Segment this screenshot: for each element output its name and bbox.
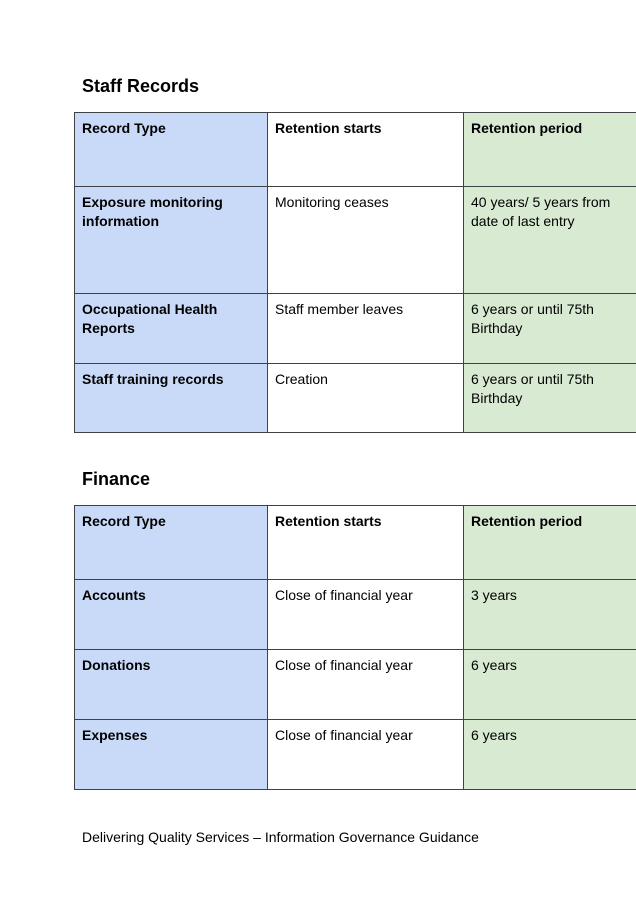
cell-retention-period: 6 years or until 75th Birthday (463, 363, 636, 433)
table-header-row: Record Type Retention starts Retention p… (74, 505, 636, 580)
finance-table: Record Type Retention starts Retention p… (74, 505, 636, 790)
header-retention-starts: Retention starts (267, 112, 464, 187)
section-title-staff-records: Staff Records (82, 76, 200, 96)
cell-retention-starts: Close of financial year (267, 579, 464, 650)
table-row: Donations Close of financial year 6 year… (74, 649, 636, 720)
cell-retention-starts: Close of financial year (267, 649, 464, 720)
cell-retention-starts: Staff member leaves (267, 293, 464, 364)
table-row: Staff training records Creation 6 years … (74, 363, 636, 433)
cell-retention-starts: Creation (267, 363, 464, 433)
table-row: Accounts Close of financial year 3 years (74, 579, 636, 650)
cell-retention-period: 6 years or until 75th Birthday (463, 293, 636, 364)
header-retention-period: Retention period (463, 112, 636, 187)
table-header-row: Record Type Retention starts Retention p… (74, 112, 636, 187)
cell-record-type: Occupational Health Reports (74, 293, 268, 364)
section-title-finance: Finance (82, 469, 151, 489)
cell-retention-period: 3 years (463, 579, 636, 650)
header-record-type: Record Type (74, 112, 268, 187)
cell-retention-starts: Close of financial year (267, 719, 464, 790)
table-row: Occupational Health Reports Staff member… (74, 293, 636, 364)
cell-retention-starts: Monitoring ceases (267, 186, 464, 294)
table-row: Exposure monitoring information Monitori… (74, 186, 636, 294)
table-row: Expenses Close of financial year 6 years (74, 719, 636, 790)
cell-record-type: Expenses (74, 719, 268, 790)
cell-retention-period: 40 years/ 5 years from date of last entr… (463, 186, 636, 294)
header-retention-starts: Retention starts (267, 505, 464, 580)
staff-records-table: Record Type Retention starts Retention p… (74, 112, 636, 433)
cell-retention-period: 6 years (463, 649, 636, 720)
header-record-type: Record Type (74, 505, 268, 580)
cell-record-type: Accounts (74, 579, 268, 650)
header-retention-period: Retention period (463, 505, 636, 580)
cell-record-type: Donations (74, 649, 268, 720)
cell-record-type: Staff training records (74, 363, 268, 433)
cell-retention-period: 6 years (463, 719, 636, 790)
footer-text: Delivering Quality Services – Informatio… (82, 829, 479, 845)
cell-record-type: Exposure monitoring information (74, 186, 268, 294)
